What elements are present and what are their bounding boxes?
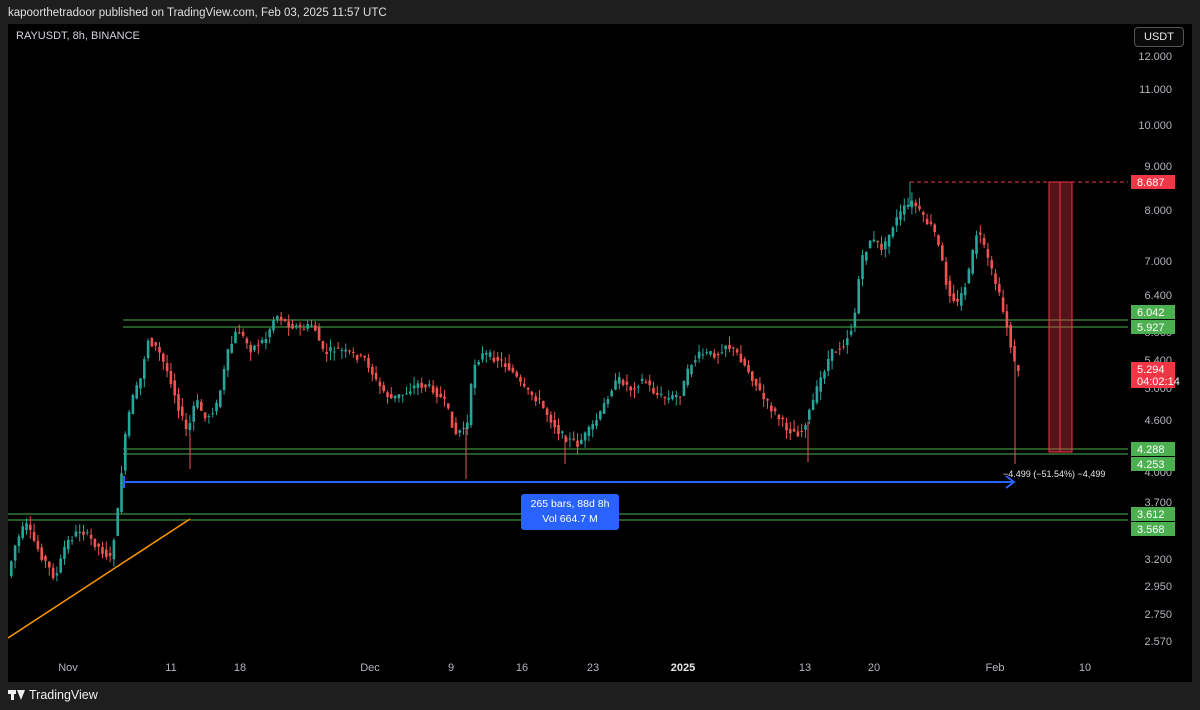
time-axis-tick: 23 bbox=[587, 662, 599, 674]
measure-bars-text: 265 bars, 88d 8h bbox=[530, 498, 610, 510]
svg-text:5.294: 5.294 bbox=[1137, 364, 1165, 376]
price-axis-tick: 4.600 bbox=[1144, 415, 1172, 427]
time-axis-tick: 2025 bbox=[671, 662, 695, 674]
time-axis-tick: 11 bbox=[165, 662, 176, 674]
arrow-head-icon bbox=[1005, 475, 1016, 489]
upper-range-bottom-tag: 5.927 bbox=[1131, 320, 1175, 334]
tradingview-brand[interactable]: TradingView bbox=[8, 688, 98, 702]
svg-text:4.253: 4.253 bbox=[1137, 459, 1165, 471]
footer-bar: TradingView bbox=[0, 682, 1200, 710]
time-axis-tick: 9 bbox=[448, 662, 454, 674]
price-axis-tick: 3.700 bbox=[1144, 497, 1172, 509]
time-axis-tick: Dec bbox=[360, 662, 380, 674]
price-axis[interactable]: 12.000 11.000 10.000 9.000 8.000 7.000 6.400 5.… bbox=[1138, 51, 1172, 648]
svg-text:04:02:14: 04:02:14 bbox=[1137, 376, 1180, 388]
chart-area[interactable]: −4.499 (−51.54%) −4,499 12.000 11.000 10.0… bbox=[8, 24, 1192, 682]
current-price-tag: 5.294 bbox=[1131, 362, 1175, 376]
svg-text:4.288: 4.288 bbox=[1137, 444, 1165, 456]
support-bottom-tag: 4.253 bbox=[1131, 457, 1175, 471]
date-range-measure[interactable] bbox=[123, 475, 1016, 489]
svg-text:6.042: 6.042 bbox=[1137, 307, 1165, 319]
price-axis-tick: 7.000 bbox=[1144, 256, 1172, 268]
measure-info-box: 265 bars, 88d 8h Vol 664.7 M bbox=[521, 494, 619, 530]
time-axis-tick: 20 bbox=[868, 662, 880, 674]
price-axis-tick: 6.400 bbox=[1144, 290, 1172, 302]
svg-text:3.612: 3.612 bbox=[1137, 509, 1165, 521]
time-axis-tick: 13 bbox=[799, 662, 811, 674]
upper-range-top-tag: 6.042 bbox=[1131, 305, 1175, 319]
drop-label: −4.499 (−51.54%) −4,499 bbox=[1003, 469, 1105, 479]
time-axis-tick: Feb bbox=[986, 662, 1005, 674]
publisher-line: kapoorthetradoor published on TradingVie… bbox=[0, 0, 1200, 24]
price-axis-tick: 2.570 bbox=[1144, 636, 1172, 648]
time-axis-tick: 16 bbox=[516, 662, 528, 674]
price-axis-tick: 10.000 bbox=[1138, 120, 1172, 132]
symbol-label[interactable]: RAYUSDT, 8h, BINANCE bbox=[16, 30, 140, 42]
candlestick-chart[interactable]: −4.499 (−51.54%) −4,499 12.000 11.000 10.0… bbox=[8, 24, 1192, 682]
price-axis-tick: 2.750 bbox=[1144, 609, 1172, 621]
lower-support-top-tag: 3.612 bbox=[1131, 507, 1175, 521]
svg-text:5.927: 5.927 bbox=[1137, 322, 1165, 334]
price-axis-tick: 3.200 bbox=[1144, 554, 1172, 566]
price-axis-tick: 11.000 bbox=[1139, 84, 1172, 96]
ascending-trendline[interactable] bbox=[8, 518, 191, 639]
candles bbox=[10, 182, 1020, 582]
svg-text:3.568: 3.568 bbox=[1137, 524, 1165, 536]
price-axis-tick: 9.000 bbox=[1144, 161, 1172, 173]
lower-support-bottom-tag: 3.568 bbox=[1131, 522, 1175, 536]
range-lines[interactable] bbox=[8, 319, 1128, 521]
tradingview-logo-icon bbox=[8, 689, 25, 701]
currency-button[interactable]: USDT bbox=[1134, 27, 1184, 47]
time-axis[interactable]: Nov 11 18 Dec 9 16 23 2025 13 20 Feb 10 bbox=[58, 662, 1091, 674]
time-axis-tick: Nov bbox=[58, 662, 78, 674]
price-axis-tick: 2.950 bbox=[1144, 581, 1172, 593]
support-top-tag: 4.288 bbox=[1131, 442, 1175, 456]
brand-name: TradingView bbox=[29, 688, 98, 702]
measure-volume-text: Vol 664.7 M bbox=[542, 513, 598, 525]
time-axis-tick: 10 bbox=[1079, 662, 1091, 674]
countdown-tag: 04:02:14 bbox=[1131, 374, 1180, 388]
high-tag: 8.687 bbox=[1131, 175, 1175, 189]
price-axis-tick: 12.000 bbox=[1138, 51, 1172, 63]
price-axis-tick: 8.000 bbox=[1144, 205, 1172, 217]
time-axis-tick: 18 bbox=[234, 662, 246, 674]
svg-text:8.687: 8.687 bbox=[1137, 177, 1165, 189]
